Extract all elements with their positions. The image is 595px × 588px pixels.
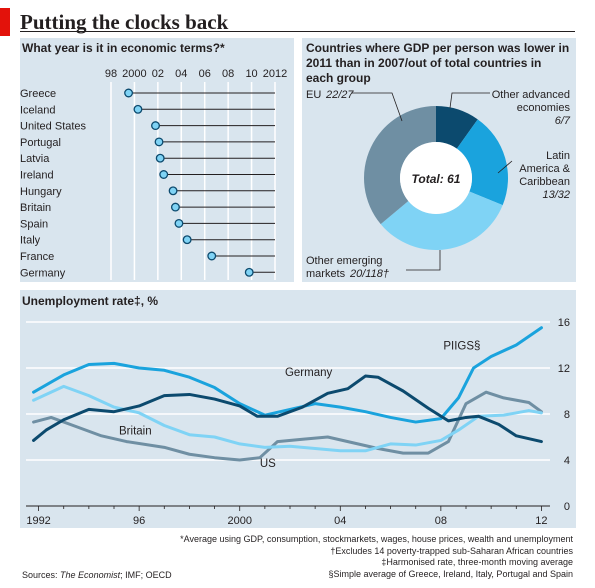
donut-slice-label: Other emerging xyxy=(306,255,382,267)
y-tick-label: 4 xyxy=(564,455,570,467)
country-label: France xyxy=(20,251,54,263)
donut-slice-fraction: 20/118† xyxy=(349,268,389,280)
country-label: United States xyxy=(20,121,87,133)
sources-rest: ; IMF; OECD xyxy=(120,570,172,580)
y-tick-label: 8 xyxy=(564,409,570,421)
donut-slice xyxy=(436,106,478,149)
x-tick-label: 2000 xyxy=(227,515,251,527)
donut-slice-fraction: 6/7 xyxy=(555,115,571,127)
year-tick-label: 98 xyxy=(105,68,117,80)
country-label: Hungary xyxy=(20,186,62,198)
x-tick-label: 08 xyxy=(435,515,447,527)
donut-total-label: Total: 61 xyxy=(412,172,461,186)
country-label: Latvia xyxy=(20,153,50,165)
y-tick-label: 12 xyxy=(558,363,570,375)
country-label: Spain xyxy=(20,218,48,230)
country-year-dot xyxy=(155,153,165,163)
series-line xyxy=(32,390,543,462)
footnote-4: §Simple average of Greece, Ireland, Ital… xyxy=(328,568,573,579)
series-label: PIIGS§ xyxy=(443,341,480,353)
year-chart-title: What year is it in economic terms?* xyxy=(22,41,225,55)
donut-slice xyxy=(380,191,503,250)
donut-leader-line xyxy=(497,160,513,174)
x-tick-label: 04 xyxy=(334,515,346,527)
country-year-dot xyxy=(170,202,180,212)
brand-red-bar xyxy=(0,8,10,36)
series-label: Britain xyxy=(119,426,152,438)
sources-main: The Economist xyxy=(60,570,121,580)
country-year-dot xyxy=(133,104,143,114)
page-title: Putting the clocks back xyxy=(20,10,229,34)
x-tick-label: 96 xyxy=(133,515,145,527)
series-label: Germany xyxy=(285,367,333,379)
donut-slice-label: EU xyxy=(306,89,321,101)
donut-slice-label: Latin xyxy=(546,150,570,162)
donut-slice-label: markets xyxy=(306,268,346,280)
donut-slice-fraction: 13/32 xyxy=(542,189,570,201)
year-tick-label: 10 xyxy=(245,68,257,80)
donut-leader-line xyxy=(351,92,403,122)
country-year-dot xyxy=(244,267,254,277)
footnote-2: †Excludes 14 poverty-trapped sub-Saharan… xyxy=(330,545,573,556)
country-year-dot xyxy=(151,121,160,131)
donut-slice-label: America & xyxy=(519,163,570,175)
y-tick-label: 16 xyxy=(558,317,570,329)
donut-hole xyxy=(400,142,472,214)
country-year-dot xyxy=(154,137,164,147)
donut-slice xyxy=(456,119,508,206)
year-chart: 98 2000 02 04 06 08 10 2012 Greece Iceland United … xyxy=(20,68,287,280)
country-label: Germany xyxy=(20,267,66,279)
donut-slice-fraction: 22/27 xyxy=(325,89,354,101)
title-rule xyxy=(20,31,575,32)
sources: Sources: The Economist; IMF; OECD xyxy=(22,570,172,580)
country-label: Iceland xyxy=(20,104,55,116)
footnotes: *Average using GDP, consumption, stockma… xyxy=(180,534,573,580)
country-year-dot xyxy=(174,218,184,228)
country-label: Ireland xyxy=(20,170,54,182)
donut-leader-line xyxy=(406,250,441,271)
country-year-dot xyxy=(124,88,134,98)
series-line xyxy=(32,374,543,444)
year-tick-label: 2000 xyxy=(122,68,146,80)
sources-label: Sources: xyxy=(22,570,58,580)
donut-slice-label: Caribbean xyxy=(519,176,570,188)
country-label: Portugal xyxy=(20,137,61,149)
donut-slice xyxy=(364,106,436,225)
footnote-1: *Average using GDP, consumption, stockma… xyxy=(180,534,573,544)
donut-slice-label: economies xyxy=(517,102,571,114)
series-label: US xyxy=(260,458,276,470)
country-label: Greece xyxy=(20,88,56,100)
donut-slice-label: Other advanced xyxy=(492,89,570,101)
footnote-3: ‡Harmonised rate, three-month moving ave… xyxy=(381,557,573,567)
country-label: Britain xyxy=(20,202,51,214)
year-tick-label: 2012 xyxy=(263,68,287,80)
country-label: Italy xyxy=(20,235,41,247)
country-year-dot xyxy=(182,235,192,245)
x-tick-label: 12 xyxy=(535,515,547,527)
year-tick-label: 06 xyxy=(199,68,211,80)
country-year-dot xyxy=(207,251,217,261)
y-tick-label: 0 xyxy=(564,501,570,513)
donut-leader-line xyxy=(449,92,490,109)
line-chart-title: Unemployment rate‡, % xyxy=(22,294,159,308)
year-tick-label: 08 xyxy=(222,68,234,80)
year-tick-label: 04 xyxy=(175,68,187,80)
country-year-dot xyxy=(168,186,178,196)
year-tick-label: 02 xyxy=(152,68,164,80)
donut-chart-title: Countries where GDP per person was lower… xyxy=(306,41,570,85)
country-year-dot xyxy=(159,170,169,179)
x-tick-label: 1992 xyxy=(26,515,50,527)
